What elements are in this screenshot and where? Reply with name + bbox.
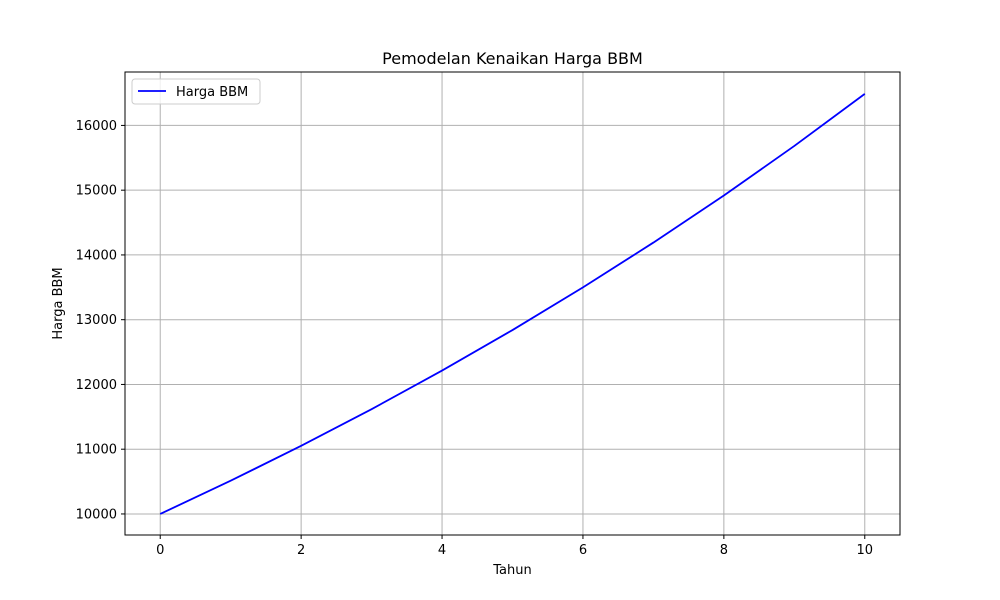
x-axis-ticks: 0 2 4 6 8 10 — [156, 535, 873, 558]
y-tick-label: 12000 — [76, 378, 117, 393]
y-tick-label: 13000 — [76, 313, 117, 328]
y-tick-label: 11000 — [76, 443, 117, 458]
x-tick-label: 4 — [438, 543, 446, 558]
y-tick-label: 14000 — [76, 248, 117, 263]
x-tick-label: 10 — [856, 543, 873, 558]
plot-frame — [124, 71, 901, 536]
chart-title: Pemodelan Kenaikan Harga BBM — [382, 49, 643, 68]
x-tick-label: 2 — [297, 543, 305, 558]
grid — [125, 72, 900, 535]
y-tick-label: 10000 — [76, 507, 117, 522]
x-tick-label: 6 — [579, 543, 587, 558]
legend-label: Harga BBM — [176, 85, 248, 100]
legend-box — [131, 78, 261, 105]
x-axis-label: Tahun — [492, 563, 531, 578]
x-tick-label: 0 — [156, 543, 164, 558]
legend: Harga BBM — [131, 78, 261, 105]
y-axis-label: Harga BBM — [51, 267, 66, 339]
y-tick-label: 16000 — [76, 119, 117, 134]
x-tick-label: 8 — [720, 543, 728, 558]
y-tick-label: 15000 — [76, 184, 117, 199]
series-layer — [159, 93, 866, 515]
y-axis-ticks: 10000 11000 12000 13000 14000 15000 16000 — [76, 119, 125, 522]
series-line-harga-bbm — [159, 93, 866, 515]
